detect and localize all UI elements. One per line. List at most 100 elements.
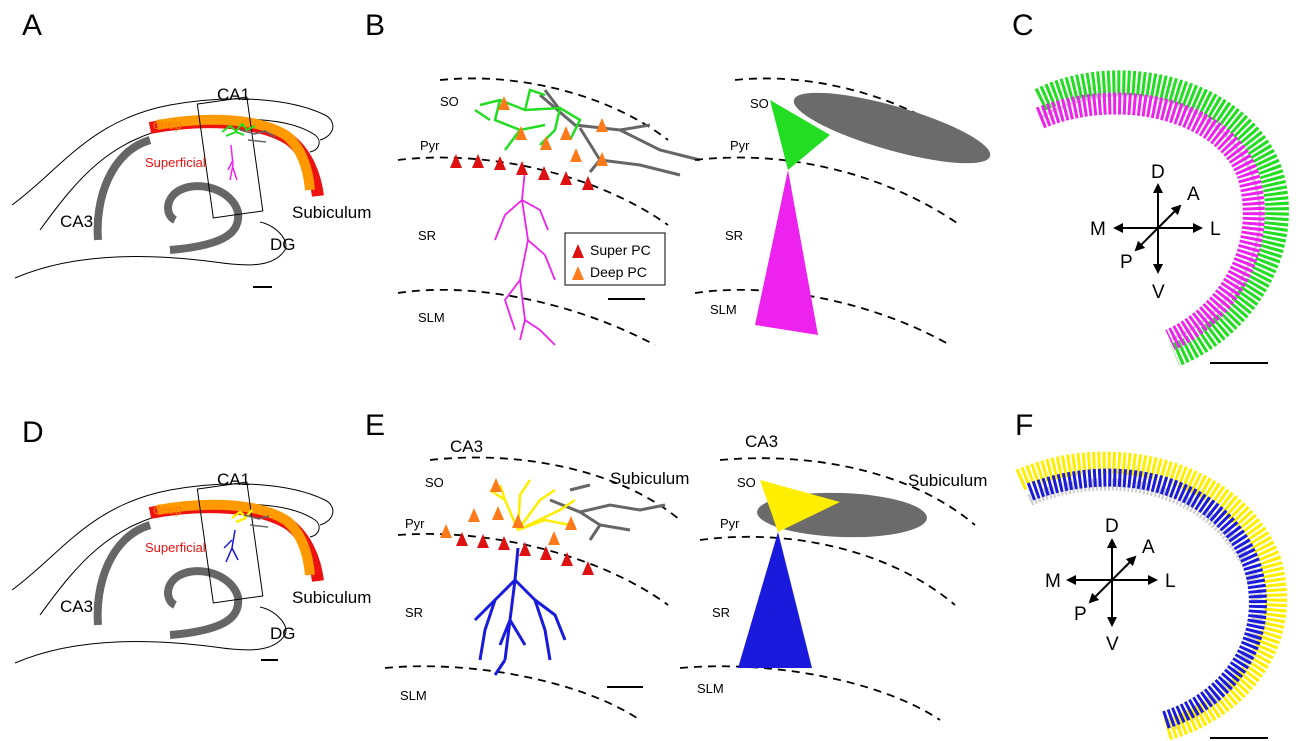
axis-v: V bbox=[1106, 634, 1119, 655]
panel-a-label: A bbox=[22, 9, 42, 42]
axon-field-ellipse bbox=[793, 92, 991, 164]
label-subiculum: Subiculum bbox=[610, 469, 689, 488]
label-so: SO bbox=[425, 475, 444, 490]
slm-boundary-schematic bbox=[694, 288, 951, 346]
magenta-reconstruction-arc bbox=[1035, 92, 1265, 350]
label-ca1: CA1 bbox=[217, 85, 250, 104]
mini-yellow-dendrites bbox=[231, 509, 253, 524]
axis-p: P bbox=[1074, 604, 1087, 625]
dentate-gyrus-band bbox=[164, 567, 243, 639]
mini-magenta-dendrites bbox=[227, 144, 238, 181]
label-ca3: CA3 bbox=[60, 212, 93, 231]
hippocampus-outline-bottom bbox=[14, 221, 287, 279]
ca3-pyramidal-band bbox=[93, 521, 152, 626]
mini-gray-axon bbox=[239, 129, 276, 143]
legend-deep-pc-swatch bbox=[572, 266, 584, 280]
label-so-schematic: SO bbox=[750, 96, 769, 111]
label-ca1: CA1 bbox=[217, 470, 250, 489]
panel-b: B SO Pyr SR SLM bbox=[365, 9, 991, 346]
so-boundary bbox=[429, 456, 681, 521]
zoom-box bbox=[196, 96, 264, 219]
label-slm: SLM bbox=[418, 310, 445, 325]
label-so-schematic: SO bbox=[737, 475, 756, 490]
axis-m: M bbox=[1090, 219, 1106, 240]
label-deep: deep bbox=[153, 502, 182, 517]
mini-gray-axon bbox=[243, 514, 270, 528]
blue-dendrite-cone bbox=[738, 532, 812, 668]
panel-e: E CA3 Subiculum SO Pyr SR SLM bbox=[365, 409, 987, 721]
axis-l: L bbox=[1165, 571, 1176, 592]
yellow-dendrite-arbor bbox=[489, 479, 576, 532]
hippocampus-outline-bottom bbox=[14, 606, 287, 664]
so-boundary bbox=[439, 77, 669, 141]
pyr-boundary-schematic bbox=[694, 156, 961, 226]
zoom-box bbox=[196, 481, 264, 604]
label-pyr: Pyr bbox=[405, 516, 425, 531]
deep-layer-band bbox=[156, 499, 315, 576]
label-ca3: CA3 bbox=[60, 597, 93, 616]
legend-super-pc-swatch bbox=[572, 244, 584, 258]
deep-layer-band bbox=[156, 114, 315, 191]
green-dendrite-arbor bbox=[474, 88, 582, 151]
pyr-boundary bbox=[397, 533, 669, 606]
pyr-boundary bbox=[397, 156, 669, 226]
axis-p: P bbox=[1120, 252, 1133, 273]
axis-v: V bbox=[1152, 282, 1165, 303]
label-so: SO bbox=[440, 94, 459, 109]
panel-b-label: B bbox=[365, 9, 385, 42]
slm-boundary bbox=[397, 288, 656, 346]
legend-deep-pc: Deep PC bbox=[590, 264, 647, 280]
label-sr: SR bbox=[418, 228, 436, 243]
label-pyr-schematic: Pyr bbox=[730, 138, 750, 153]
mini-blue-dendrites bbox=[223, 529, 239, 563]
hippocampus-outline-outer bbox=[11, 98, 334, 206]
panel-d-label: D bbox=[22, 416, 44, 449]
panel-c-label: C bbox=[1012, 9, 1034, 42]
panel-f-label: F bbox=[1015, 409, 1033, 442]
legend-super-pc: Super PC bbox=[590, 242, 651, 258]
label-slm-schematic: SLM bbox=[697, 681, 724, 696]
super-pc-cells bbox=[450, 154, 594, 190]
label-slm: SLM bbox=[400, 688, 427, 703]
label-deep: deep bbox=[153, 117, 182, 132]
yellow-dendrite-cone bbox=[760, 480, 840, 532]
label-subiculum: Subiculum bbox=[292, 588, 371, 607]
hippocampus-outline-outer bbox=[11, 483, 334, 591]
legend: Super PC Deep PC bbox=[564, 232, 666, 286]
label-subiculum-schematic: Subiculum bbox=[908, 471, 987, 490]
label-superficial: Superficial bbox=[145, 540, 206, 555]
mini-green-dendrites bbox=[221, 122, 256, 137]
panel-e-label: E bbox=[365, 409, 385, 442]
label-dg: DG bbox=[270, 235, 296, 254]
axis-m: M bbox=[1045, 571, 1061, 592]
dentate-gyrus-band bbox=[164, 182, 243, 254]
panel-c: C D A M L P V bbox=[1012, 9, 1289, 367]
deep-pc-cells bbox=[440, 478, 577, 545]
so-boundary-schematic bbox=[719, 457, 976, 526]
gray-axon-arbor bbox=[549, 483, 666, 541]
magenta-dendrite-cone bbox=[755, 170, 818, 335]
magenta-dendrite-arbor bbox=[494, 169, 556, 346]
deep-pc-cells bbox=[498, 96, 608, 166]
slm-boundary-schematic bbox=[679, 665, 941, 721]
label-pyr: Pyr bbox=[420, 138, 440, 153]
slm-boundary bbox=[384, 665, 641, 721]
label-sr: SR bbox=[405, 605, 423, 620]
green-dendrite-cone bbox=[770, 100, 830, 170]
yellow-reconstruction-arc bbox=[1015, 451, 1288, 741]
axis-d: D bbox=[1151, 162, 1165, 183]
label-slm-schematic: SLM bbox=[710, 302, 737, 317]
label-ca3: CA3 bbox=[450, 437, 483, 456]
ca3-pyramidal-band bbox=[93, 136, 152, 241]
axis-a: A bbox=[1187, 184, 1200, 205]
label-sr-schematic: SR bbox=[725, 228, 743, 243]
gray-axon-arbor bbox=[539, 89, 701, 177]
label-sr-schematic: SR bbox=[712, 605, 730, 620]
blue-dendrite-arbor bbox=[473, 547, 567, 676]
panel-a: A CA1 deep Superficial Subiculum CA3 DG bbox=[11, 9, 371, 288]
orientation-axes bbox=[1066, 538, 1158, 627]
so-boundary-schematic bbox=[734, 77, 961, 141]
label-superficial: Superficial bbox=[145, 155, 206, 170]
pyr-boundary-schematic bbox=[699, 535, 956, 606]
